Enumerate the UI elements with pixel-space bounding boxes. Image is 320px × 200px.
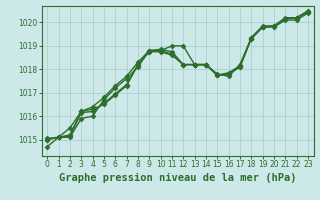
X-axis label: Graphe pression niveau de la mer (hPa): Graphe pression niveau de la mer (hPa): [59, 173, 296, 183]
